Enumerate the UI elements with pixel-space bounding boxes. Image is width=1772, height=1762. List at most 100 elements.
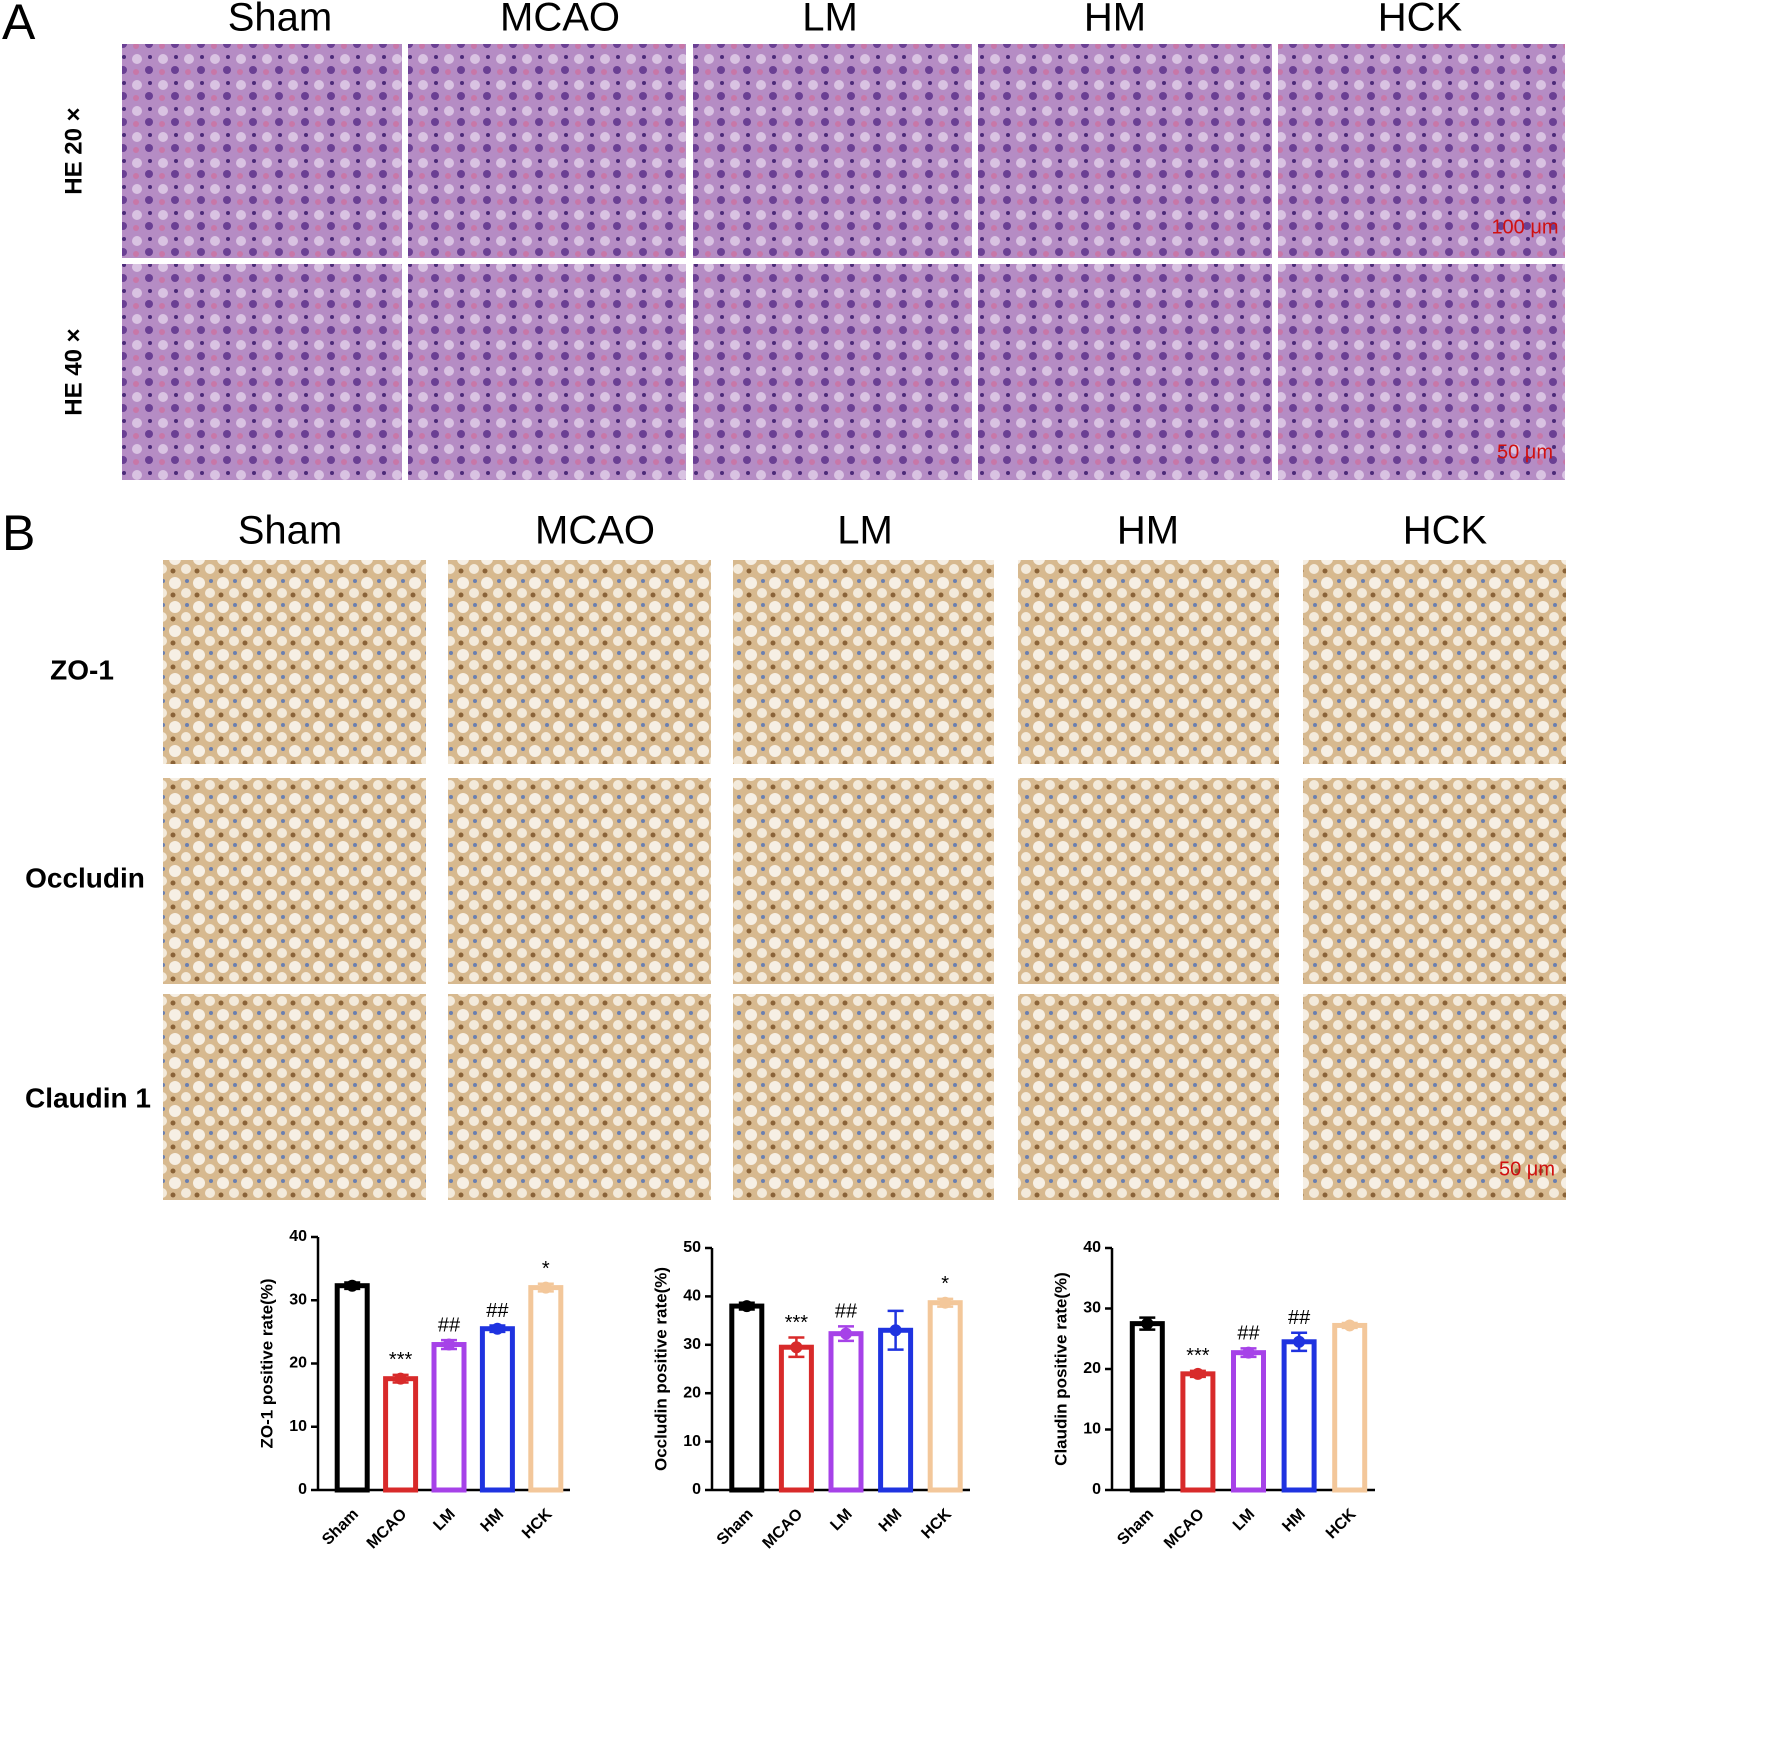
column-header: HCK xyxy=(1378,0,1463,40)
micrograph xyxy=(1278,264,1565,480)
y-tick-label: 30 xyxy=(289,1291,307,1308)
significance-mark: ## xyxy=(835,1301,858,1323)
bar-point xyxy=(1242,1346,1255,1359)
column-header: HM xyxy=(1117,509,1179,553)
x-tick-label: Sham xyxy=(714,1506,757,1549)
scale-bar-label: 50 μm xyxy=(1499,1158,1555,1180)
micrograph xyxy=(693,264,972,480)
micrograph xyxy=(448,778,711,984)
x-tick-label: HM xyxy=(1279,1506,1309,1536)
scale-bar-label: 100 μm xyxy=(1491,216,1558,238)
bar xyxy=(528,1285,564,1493)
micrograph xyxy=(163,778,426,984)
micrograph xyxy=(163,994,426,1200)
bar xyxy=(778,1344,814,1493)
column-header: Sham xyxy=(228,0,333,40)
x-tick-label: HM xyxy=(478,1506,508,1536)
micrograph xyxy=(1303,994,1566,1200)
column-header: HCK xyxy=(1403,509,1488,553)
bar-point xyxy=(1141,1317,1154,1330)
y-tick-label: 40 xyxy=(289,1228,307,1245)
micrograph xyxy=(122,44,402,258)
x-tick-label: HCK xyxy=(1323,1505,1360,1542)
bar xyxy=(828,1331,864,1493)
y-axis-label: ZO-1 positive rate(%) xyxy=(257,1278,276,1448)
x-tick-label: LM xyxy=(430,1506,458,1534)
bar xyxy=(431,1342,467,1493)
significance-mark: ## xyxy=(486,1300,509,1322)
bar xyxy=(1332,1322,1368,1493)
micrograph xyxy=(733,994,994,1200)
row-label: Claudin 1 xyxy=(25,1082,151,1113)
micrograph xyxy=(1018,560,1279,764)
bar-point xyxy=(889,1324,902,1337)
micrograph xyxy=(733,560,994,764)
y-tick-label: 10 xyxy=(683,1433,701,1450)
x-tick-label: HCK xyxy=(918,1505,955,1542)
bar xyxy=(1281,1339,1317,1493)
bar xyxy=(383,1376,419,1493)
y-tick-label: 40 xyxy=(683,1288,701,1305)
micrograph xyxy=(1018,994,1279,1200)
micrograph xyxy=(408,44,686,258)
bar xyxy=(1231,1350,1266,1493)
micrograph xyxy=(448,994,711,1200)
row-label: HE 20 × xyxy=(60,107,87,194)
bar xyxy=(1129,1321,1165,1493)
y-axis-label: Occludin positive rate(%) xyxy=(651,1267,670,1471)
bar-point xyxy=(1343,1319,1356,1332)
y-tick-label: 20 xyxy=(1083,1360,1101,1377)
y-tick-label: 50 xyxy=(683,1239,701,1256)
panel-label: A xyxy=(2,0,36,50)
y-tick-label: 20 xyxy=(683,1384,701,1401)
significance-mark: * xyxy=(542,1258,550,1280)
x-tick-label: MCAO xyxy=(1161,1506,1208,1553)
column-header: Sham xyxy=(238,509,343,553)
significance-mark: *** xyxy=(1186,1345,1210,1367)
column-header: HM xyxy=(1084,0,1146,40)
y-tick-label: 10 xyxy=(1083,1421,1101,1438)
y-axis-label: Claudin positive rate(%) xyxy=(1051,1272,1070,1466)
y-tick-label: 40 xyxy=(1083,1239,1101,1256)
y-tick-label: 30 xyxy=(683,1336,701,1353)
significance-mark: *** xyxy=(785,1312,809,1334)
row-label: ZO-1 xyxy=(50,654,114,685)
micrograph xyxy=(408,264,686,480)
panel-label: B xyxy=(2,505,35,561)
bar-point xyxy=(539,1281,552,1294)
bar xyxy=(729,1303,765,1493)
x-tick-label: MCAO xyxy=(364,1506,411,1553)
x-tick-label: LM xyxy=(1230,1506,1258,1534)
micrograph xyxy=(978,44,1272,258)
significance-mark: *** xyxy=(389,1349,413,1371)
bar-point xyxy=(740,1300,753,1313)
y-tick-label: 30 xyxy=(1083,1300,1101,1317)
x-tick-label: Sham xyxy=(1114,1506,1157,1549)
bar-point xyxy=(939,1296,952,1309)
x-tick-label: MCAO xyxy=(760,1506,807,1553)
micrograph xyxy=(448,560,711,764)
bar-point xyxy=(443,1338,455,1351)
column-header: LM xyxy=(802,0,858,40)
significance-mark: ## xyxy=(1288,1307,1311,1329)
bar-point xyxy=(394,1372,407,1385)
x-tick-label: HM xyxy=(876,1506,906,1536)
x-tick-label: HCK xyxy=(519,1505,556,1542)
y-tick-label: 20 xyxy=(289,1355,307,1372)
micrograph xyxy=(693,44,972,258)
micrograph xyxy=(1303,560,1566,764)
column-header: LM xyxy=(837,509,893,553)
y-tick-label: 0 xyxy=(298,1481,307,1498)
bar-point xyxy=(491,1322,504,1335)
bar-point xyxy=(346,1279,359,1292)
micrograph xyxy=(733,778,994,984)
bar xyxy=(878,1327,914,1493)
column-header: MCAO xyxy=(535,509,655,553)
bar-point xyxy=(790,1341,803,1354)
bar xyxy=(479,1326,515,1493)
bar-point xyxy=(840,1327,852,1340)
significance-mark: * xyxy=(941,1273,949,1295)
scale-bar-label: 50 μm xyxy=(1497,441,1553,463)
micrograph xyxy=(1278,44,1565,258)
